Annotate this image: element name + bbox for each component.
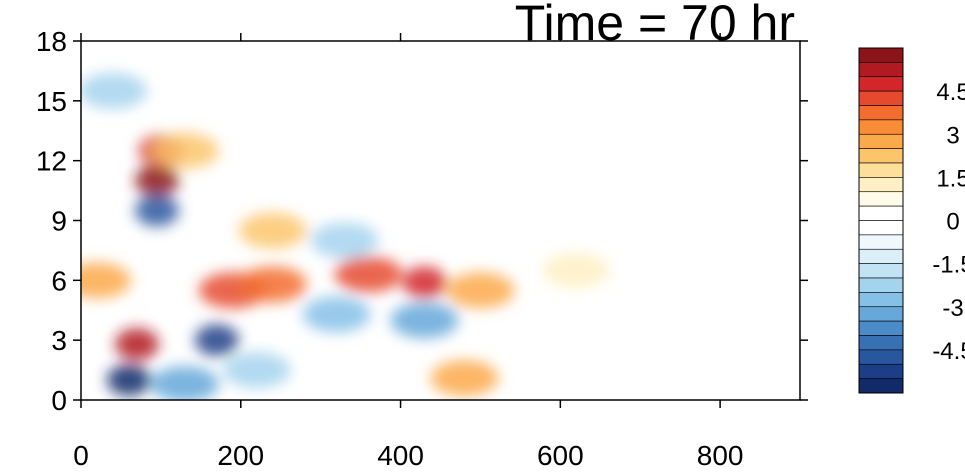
colorbar-box: [858, 320, 904, 336]
x-tick-label: 400: [377, 440, 424, 471]
colorbar-box: [858, 76, 904, 92]
y-tick-label: 6: [51, 265, 67, 296]
x-tick-label: 0: [73, 440, 89, 471]
colorbar-label: 4.5: [936, 79, 965, 106]
colorbar: 4.5 3 1.5 0 -1.5 -3 -4.5: [858, 47, 965, 394]
axes: 0 200 400 600 800 0 3 6 9 12 15 18: [36, 26, 808, 471]
field-feature-12: [390, 302, 459, 339]
colorbar-box: [858, 277, 904, 293]
colorbar-box: [858, 162, 904, 178]
colorbar-box: [858, 47, 904, 63]
field-feature-14: [310, 222, 379, 259]
field-feature-0: [134, 164, 179, 197]
field-feature-13: [302, 296, 371, 333]
colorbar-label: 3: [946, 122, 959, 149]
colorbar-box: [858, 234, 904, 250]
colorbar-label: -1.5: [932, 252, 965, 279]
colorbar-box: [858, 191, 904, 207]
colorbar-box: [858, 263, 904, 279]
field-feature-8: [402, 266, 447, 299]
field-feature-2: [106, 364, 151, 397]
colorbar-box: [858, 133, 904, 149]
colorbar-box: [858, 378, 904, 394]
colorbar-box: [858, 248, 904, 264]
colorbar-box: [858, 90, 904, 106]
field-feature-9: [334, 256, 403, 293]
colorbar-box: [858, 306, 904, 322]
y-tick-label: 3: [51, 325, 67, 356]
colorbar-box: [858, 363, 904, 379]
colorbar-box: [858, 177, 904, 193]
colorbar-box: [858, 148, 904, 164]
colorbar-label: -4.5: [932, 338, 965, 365]
y-tick-label: 15: [36, 86, 67, 117]
x-tick-label: 600: [537, 440, 584, 471]
field-feature-20: [222, 352, 291, 389]
y-tick-label: 9: [51, 206, 67, 237]
colorbar-box: [858, 292, 904, 308]
field-feature-18: [150, 132, 219, 169]
colorbar-box: [858, 119, 904, 135]
x-tick-label: 800: [697, 440, 744, 471]
field-feature-4: [134, 194, 179, 227]
y-tick-label: 18: [36, 26, 67, 57]
colorbar-label: 1.5: [936, 165, 965, 192]
colorbar-box: [858, 349, 904, 365]
field-feature-3: [194, 324, 239, 357]
colorbar-box: [858, 335, 904, 351]
field-feature-17: [81, 72, 147, 109]
field-feature-19: [238, 212, 307, 249]
y-tick-label: 0: [51, 385, 67, 416]
colorbar-box: [858, 220, 904, 236]
field-feature-7: [238, 266, 307, 303]
colorbar-box: [858, 62, 904, 78]
colorbar-label: -3: [942, 295, 963, 322]
field-feature-15: [430, 360, 499, 397]
colorbar-box: [858, 105, 904, 121]
y-tick-label: 12: [36, 146, 67, 177]
field-feature-1: [114, 328, 159, 361]
field-feature-21: [150, 366, 219, 400]
field-feature-16: [81, 262, 131, 299]
colorbar-frame: [858, 47, 904, 394]
colorbar-label: 0: [946, 209, 959, 236]
x-tick-label: 200: [217, 440, 264, 471]
field-feature-11: [542, 252, 611, 289]
plot-area: [81, 41, 800, 400]
field-feature-10: [446, 272, 515, 309]
colorbar-box: [858, 205, 904, 221]
